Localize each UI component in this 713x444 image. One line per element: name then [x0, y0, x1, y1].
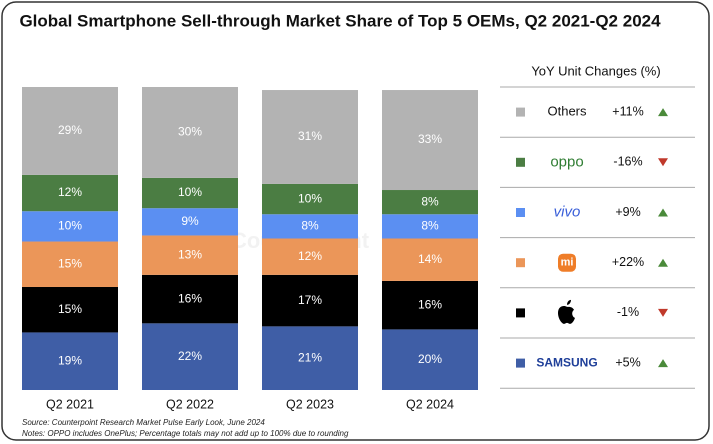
source: Source: Counterpoint Research Market Pul… [22, 418, 265, 427]
bar-segment [142, 323, 238, 390]
data-label: 21% [298, 350, 322, 364]
data-label: 33% [418, 132, 442, 146]
bar-segment [22, 87, 118, 175]
data-label: 10% [298, 191, 322, 205]
data-label: 20% [418, 352, 442, 366]
bar-segment [382, 90, 478, 191]
data-label: 15% [58, 302, 82, 316]
yoy-arrow [658, 208, 668, 217]
data-label: 8% [421, 219, 439, 233]
data-label: 29% [58, 123, 82, 137]
data-label: 8% [421, 194, 439, 208]
data-label: 10% [58, 219, 82, 233]
legend-logo-box [558, 253, 576, 272]
x-tick-label: Q2 2022 [166, 397, 214, 411]
x-tick-label: Q2 2024 [406, 397, 454, 411]
data-label: 22% [178, 349, 202, 363]
legend-label: mi [561, 257, 574, 269]
yoy-arrow [658, 158, 668, 167]
bar-segment [262, 183, 358, 215]
data-label: 15% [58, 256, 82, 270]
yoy-label: -16% [613, 155, 642, 169]
bar-segment [382, 190, 478, 215]
data-label: 12% [58, 185, 82, 199]
legend-swatch [516, 208, 525, 217]
bar-segment [382, 214, 478, 239]
legend-label: oppo [550, 153, 583, 170]
bar-segment [142, 87, 238, 178]
bar-segment [262, 274, 358, 327]
bar-segment [22, 241, 118, 287]
bar-segment [382, 280, 478, 330]
yoy-label: +5% [615, 355, 640, 369]
data-label: 30% [178, 125, 202, 139]
legend-label: SAMSUNG [536, 355, 597, 369]
data-label: 12% [298, 249, 322, 263]
legend-label: vivo [554, 203, 581, 220]
bar-segment [22, 332, 118, 390]
legend-swatch [516, 358, 525, 368]
bar-segment [142, 235, 238, 275]
data-label: 31% [298, 129, 322, 143]
yoy-arrow [658, 108, 668, 117]
legend-swatch [516, 308, 525, 318]
yoy-label: -1% [617, 305, 639, 319]
data-label: 19% [58, 353, 82, 367]
bar-segment [22, 211, 118, 242]
data-label: 14% [418, 252, 442, 266]
legend-title: YoY Unit Changes (%) [531, 63, 660, 78]
bar-segment [382, 238, 478, 281]
data-label: 16% [418, 297, 442, 311]
bar-segment [142, 208, 238, 236]
yoy-arrow [658, 308, 668, 317]
legend-label: Others [547, 104, 587, 119]
yoy-arrow [658, 359, 668, 368]
legend-swatch [516, 258, 525, 268]
yoy-label: +22% [612, 255, 644, 269]
x-tick-label: Q2 2023 [286, 397, 334, 411]
data-label: 13% [178, 247, 202, 261]
data-label: 10% [178, 185, 202, 199]
yoy-label: +11% [612, 104, 643, 118]
bar-segment [262, 238, 358, 275]
notes: Notes: OPPO includes OnePlus; Percentage… [22, 429, 349, 438]
x-tick-label: Q2 2021 [46, 397, 94, 411]
bar-segment [142, 177, 238, 209]
yoy-label: +9% [615, 205, 640, 219]
bar-segment [262, 214, 358, 239]
data-label: 16% [178, 291, 202, 305]
data-label: 9% [181, 214, 199, 228]
legend-logo [558, 299, 575, 324]
bar-segment [22, 286, 118, 333]
data-label: 8% [301, 219, 319, 233]
legend-swatch [516, 107, 525, 117]
legend-swatch [516, 157, 525, 167]
bar-segment [382, 329, 478, 390]
bar-segment [262, 326, 358, 390]
bar-segment [262, 90, 358, 184]
chart-title: Global Smartphone Sell-through Market Sh… [19, 11, 661, 30]
bar-segment [142, 274, 238, 324]
bar-segment [22, 174, 118, 212]
yoy-arrow [658, 258, 668, 267]
data-label: 17% [298, 293, 322, 307]
